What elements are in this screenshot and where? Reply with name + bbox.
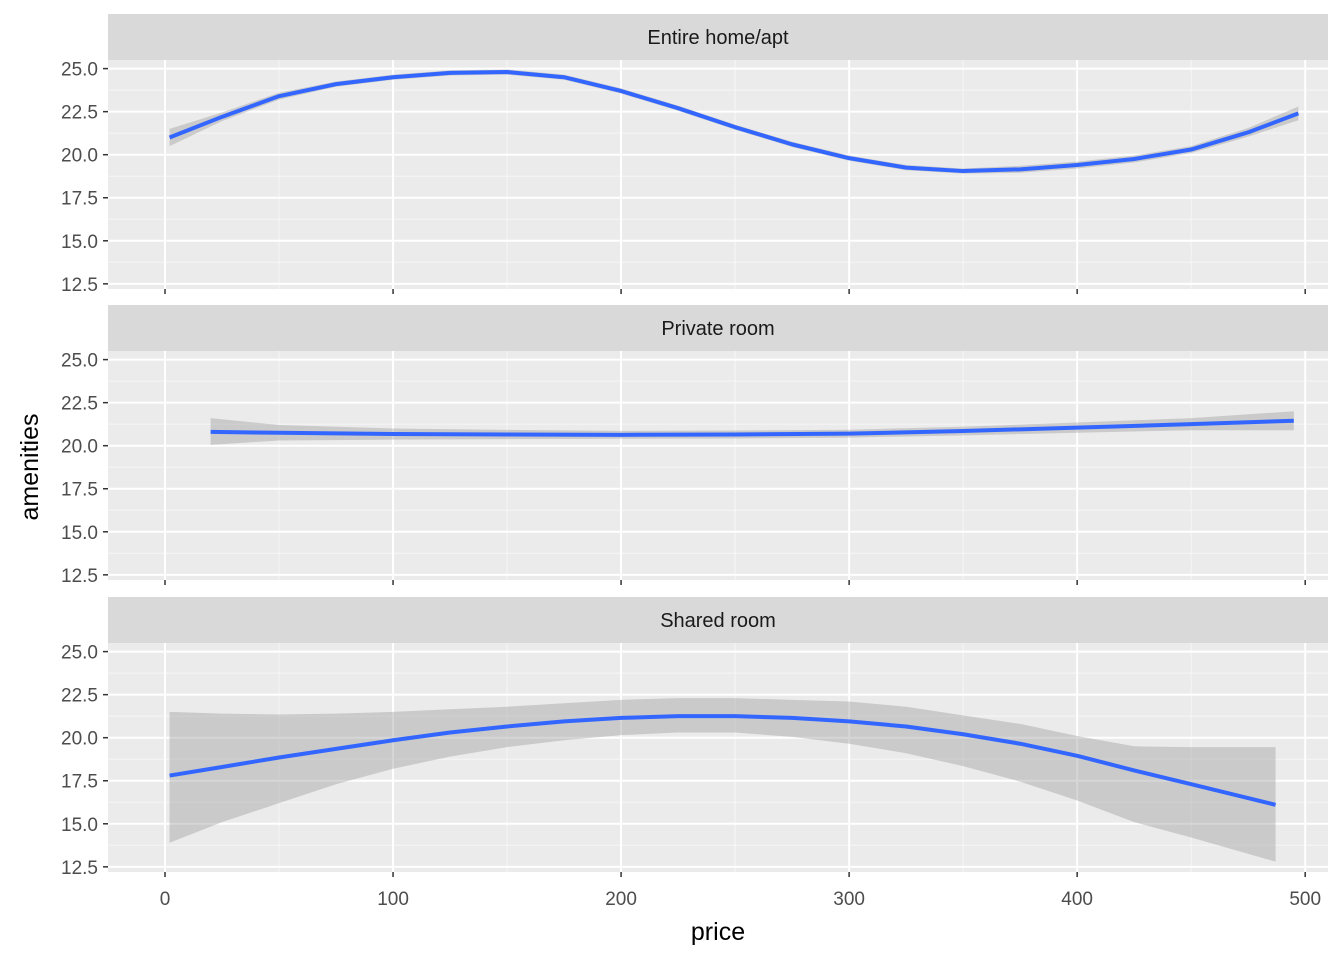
y-tick-label: 15.0 [61, 232, 98, 253]
y-tick-label: 20.0 [61, 729, 98, 750]
facet-strip [108, 14, 1328, 60]
facet-strip-label: Entire home/apt [647, 27, 789, 49]
y-tick-label: 12.5 [61, 566, 98, 587]
x-axis-title: price [691, 918, 745, 946]
smooth-line [168, 70, 1300, 174]
smooth-line [169, 714, 1277, 807]
facet-strip [108, 597, 1328, 643]
y-axis-title: amenities [16, 414, 44, 521]
plot-panel-background [108, 60, 1328, 289]
confidence-band [210, 411, 1294, 445]
x-tick-label: 200 [605, 889, 637, 910]
y-tick-label: 17.5 [61, 189, 98, 210]
facet-panel-2: Private room 12.5 15.0 17.5 20.0 22.5 25.0 [61, 305, 1328, 587]
facet-strip-label: Shared room [660, 610, 776, 632]
y-tick-label: 25.0 [61, 60, 98, 81]
x-tick-label: 400 [1061, 889, 1093, 910]
y-tick-label: 20.0 [61, 437, 98, 458]
y-tick-label: 12.5 [61, 858, 98, 879]
facet-panel-3: Shared room 12.5 15.0 17.5 20.0 22.5 25.0 0 100 2… [61, 597, 1328, 910]
facet-panel-1: Entire home/apt 12.5 15.0 17.5 20.0 22.5 25.0 [61, 14, 1328, 296]
facet-strip-label: Private room [661, 318, 774, 340]
y-tick-label: 20.0 [61, 146, 98, 167]
smooth-line [210, 418, 1294, 437]
y-tick-label: 22.5 [61, 394, 98, 415]
facet-strip [108, 305, 1328, 351]
y-tick-label: 17.5 [61, 480, 98, 501]
y-tick-label: 12.5 [61, 275, 98, 296]
x-tick-label: 0 [160, 889, 171, 910]
y-tick-label: 15.0 [61, 523, 98, 544]
x-tick-label: 500 [1289, 889, 1321, 910]
plot-panel-background [108, 643, 1328, 872]
y-tick-label: 22.5 [61, 686, 98, 707]
y-tick-label: 17.5 [61, 772, 98, 793]
x-tick-label: 100 [377, 889, 409, 910]
y-tick-label: 25.0 [61, 351, 98, 372]
y-tick-label: 15.0 [61, 815, 98, 836]
y-tick-label: 25.0 [61, 643, 98, 664]
x-tick-label: 300 [833, 889, 865, 910]
plot-panel-background [108, 351, 1328, 580]
y-tick-label: 22.5 [61, 103, 98, 124]
